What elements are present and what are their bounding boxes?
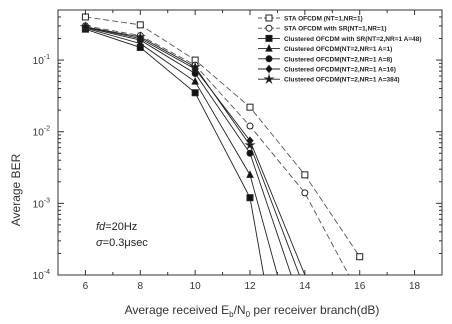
data-point [246,103,254,111]
legend-label: STA OFCDM (NT=1,NR=1) [284,16,363,23]
legend-entry-2: STA OFCDM with SR(NT=1,NR=1) [258,24,387,33]
annotations: fd=20Hz σ=0.3μsec [96,221,148,249]
series-1 [81,13,364,261]
x-axis-title-sub1: b [229,310,234,319]
legend-entry-6: Clustered OFCDM(NT=2,NR=1 A=16) [258,64,396,74]
series-7 [79,21,300,276]
x-tick-label: 8 [138,281,144,292]
data-point [136,21,144,29]
data-point [301,171,309,179]
legend-entry-4: Clustered OFCDM(NT=2,NR=1 A=1) [258,43,392,53]
legend-label: Clustered OFCDM with SR(NT=2,NR=1 A=48) [284,36,422,43]
legend-label: Clustered OFCDM(NT=2,NR=1 A=8) [284,56,392,63]
legend-label: Clustered OFCDM(NT=2,NR=1 A=16) [284,67,396,74]
y-tick-label: 10-2 [33,126,50,139]
x-axis-title-post: per receiver branch(dB) [250,303,379,317]
series-line [85,16,361,257]
data-point [265,43,273,52]
data-point [191,64,199,74]
annotation-2: σ=0.3μsec [96,237,148,249]
annotation-1: fd=20Hz [96,221,137,233]
data-point [246,122,254,130]
data-point [244,139,256,150]
data-point [246,170,254,178]
x-axis-title-sub2: 0 [246,310,251,319]
x-tick-label: 16 [354,281,366,292]
legend-entry-3: Clustered OFCDM with SR(NT=2,NR=1 A=48) [258,34,422,43]
x-tick-label: 18 [409,281,421,292]
data-point [265,64,273,74]
legend-label: STA OFCDM with SR(NT=1,NR=1) [284,26,387,33]
legend: STA OFCDM (NT=1,NR=1) STA OFCDM with SR(N… [258,14,422,84]
legend-entry-7: Clustered OFCDM(NT=2,NR=1 A=384) [258,73,400,84]
data-point [265,55,273,63]
y-axis-title: Average BER [9,153,23,226]
x-tick-label: 10 [190,281,202,292]
x-axis-title-pre: Average received E [125,303,230,317]
data-point [246,194,254,202]
legend-entry-1: STA OFCDM (NT=1,NR=1) [258,14,363,23]
data-point [356,253,364,261]
x-tick-label: 14 [299,281,311,292]
x-axis-title: Average received Eb/N0 per receiver bran… [125,303,380,319]
data-point [265,14,273,22]
series-line [85,25,350,276]
data-point [191,89,199,97]
data-point [79,21,92,32]
data-point [263,73,275,84]
y-tick-label: 10-1 [33,54,50,67]
data-point [265,24,273,32]
data-point [301,189,309,197]
x-tick-label: 6 [83,281,89,292]
legend-label: Clustered OFCDM(NT=2,NR=1 A=384) [284,77,400,84]
data-point [191,77,199,85]
y-tick-label: 10-4 [33,269,50,282]
legend-label: Clustered OFCDM(NT=2,NR=1 A=1) [284,46,392,53]
series-group [79,13,364,276]
x-tick-label: 12 [244,281,256,292]
legend-entry-5: Clustered OFCDM(NT=2,NR=1 A=8) [258,55,392,63]
data-point [134,31,146,42]
data-point [189,61,201,72]
x-axis-title-mid: /N [234,303,246,317]
ticks: 6 8 10 12 14 16 18 10-4 10-3 10-2 10-1 [33,9,443,292]
data-point [265,34,273,42]
y-tick-label: 10-3 [33,197,50,210]
